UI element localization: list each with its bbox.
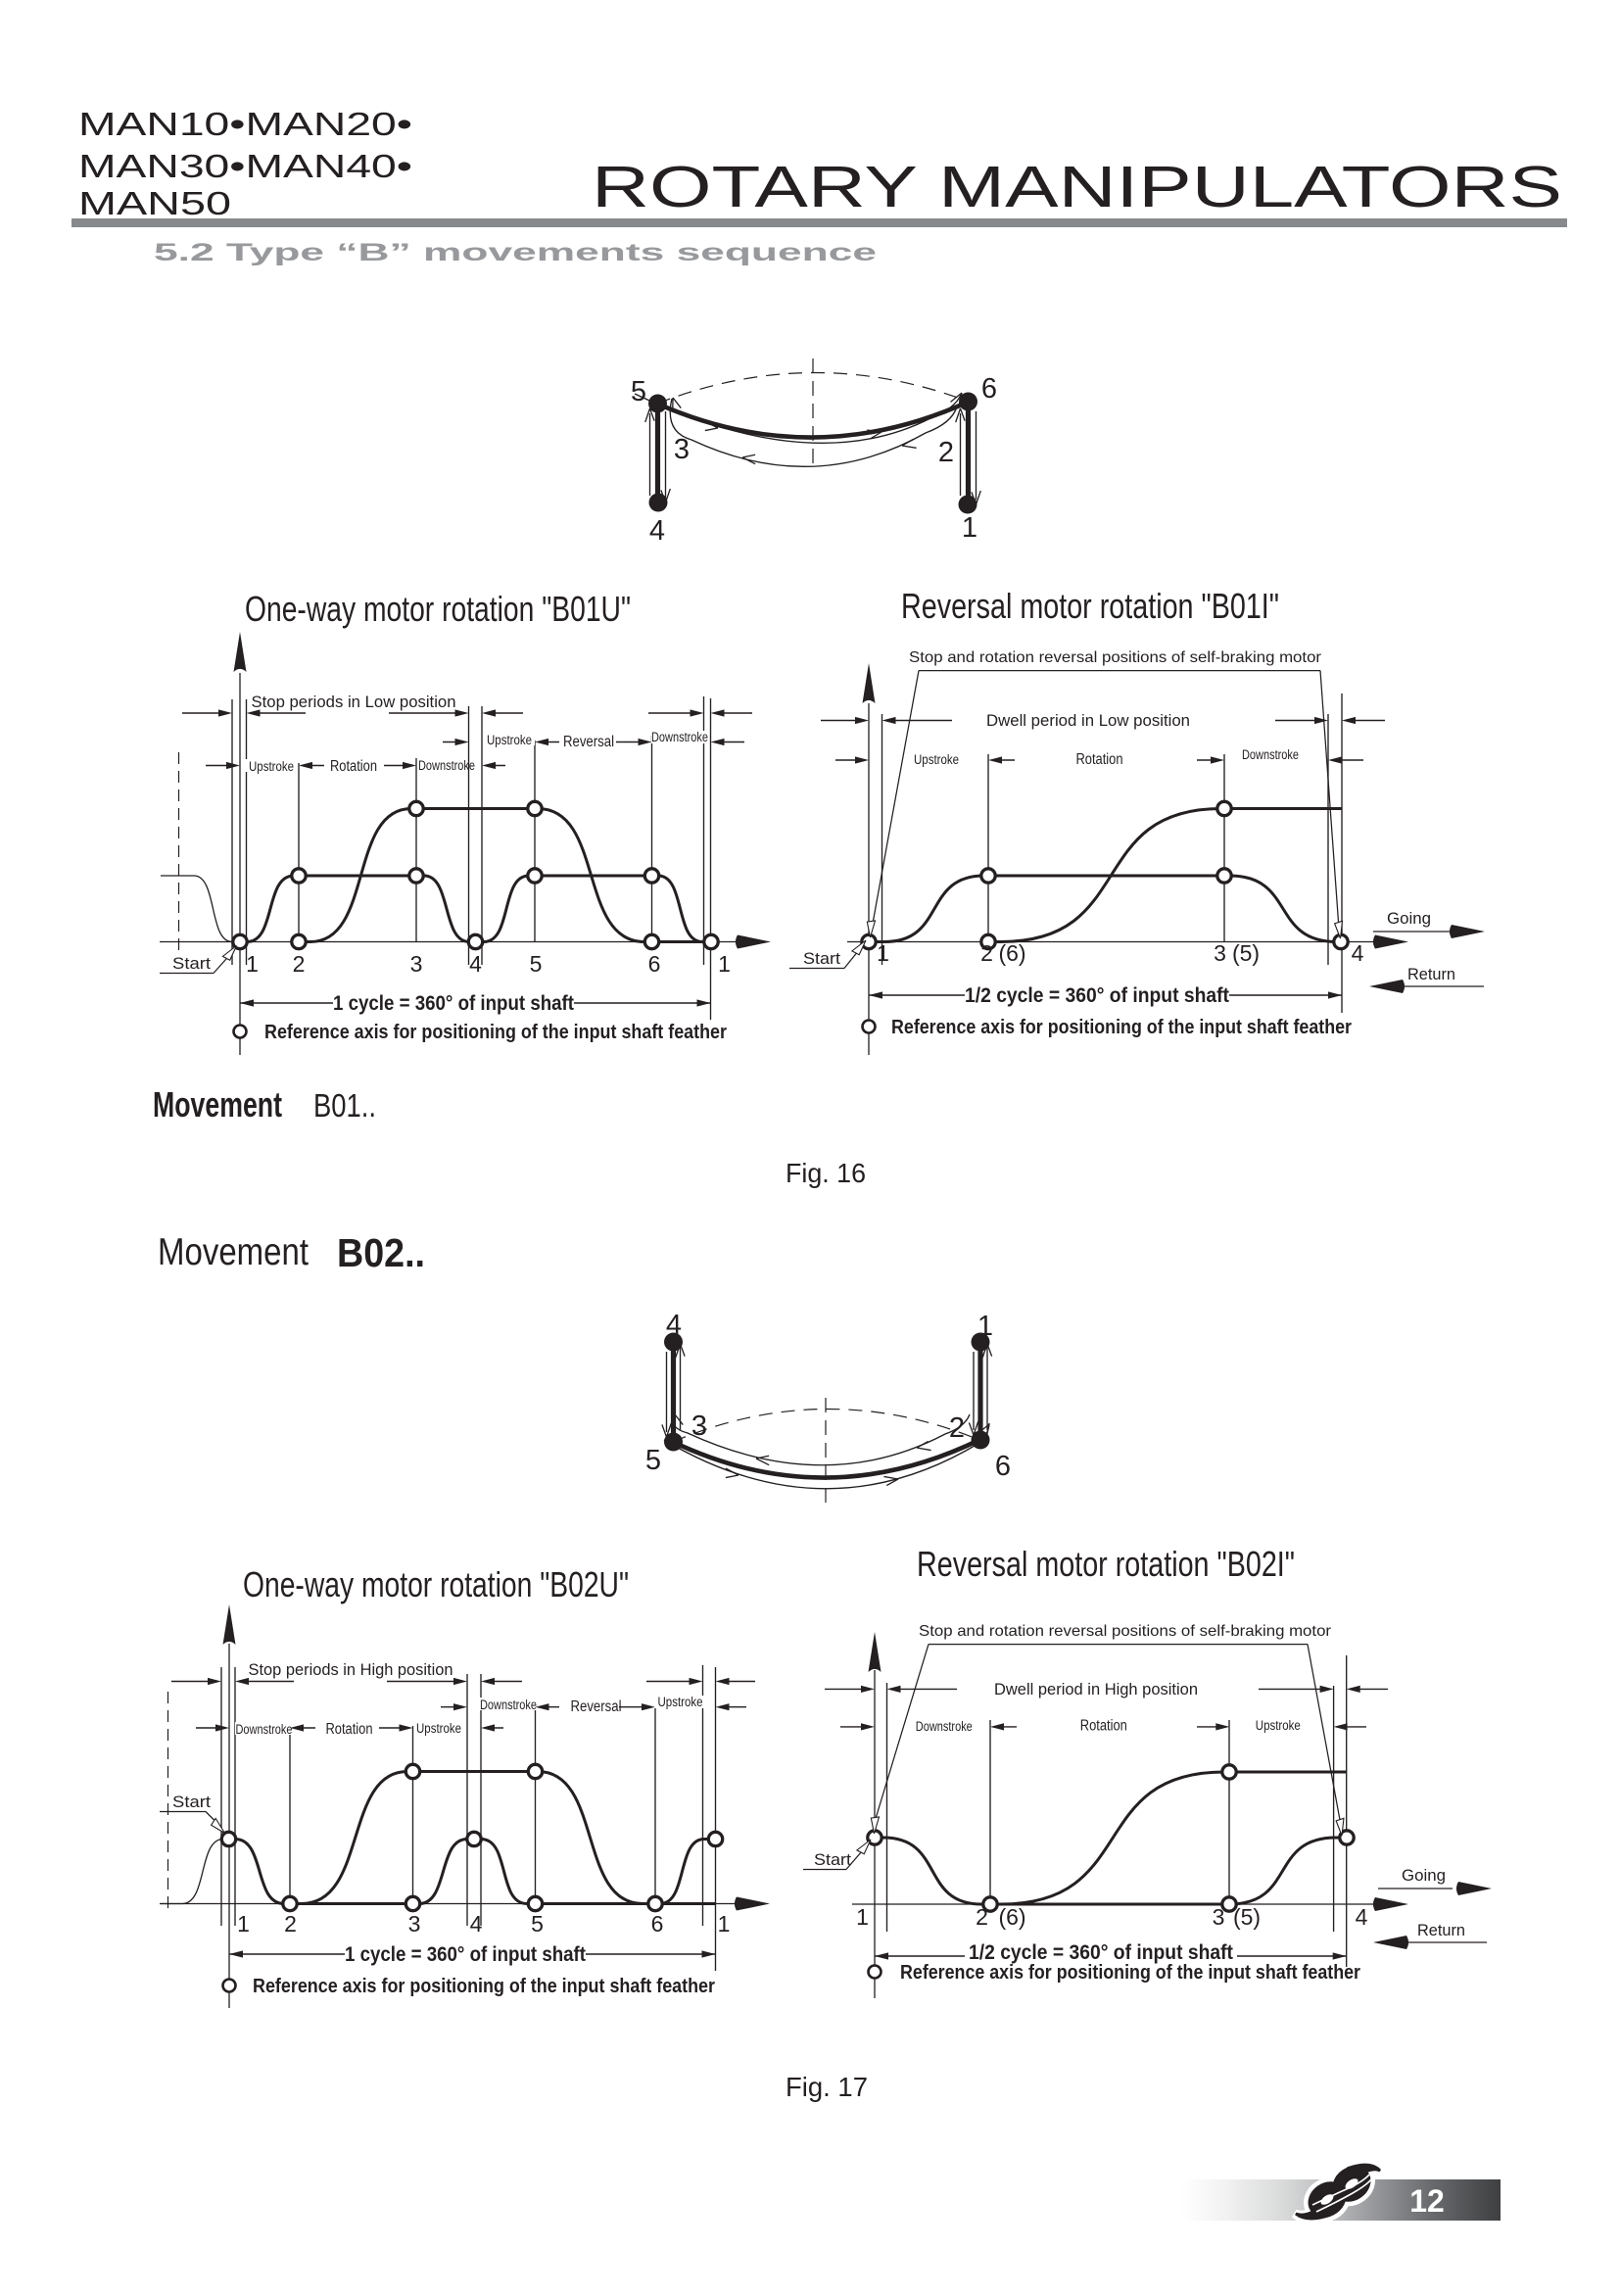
svg-text:Upstroke: Upstroke <box>487 733 532 747</box>
svg-text:B02..: B02.. <box>337 1230 425 1275</box>
svg-text:Start: Start <box>172 955 211 973</box>
svg-text:Reference axis for positioning: Reference axis for positioning of the in… <box>891 1017 1352 1038</box>
svg-text:1/2 cycle = 360° of input shaf: 1/2 cycle = 360° of input shaft <box>965 984 1229 1007</box>
svg-text:3: 3 <box>691 1411 707 1442</box>
svg-text:2: 2 <box>976 1904 988 1930</box>
svg-text:MAN10•MAN20•: MAN10•MAN20• <box>78 106 412 142</box>
svg-text:(5): (5) <box>1232 940 1260 966</box>
svg-text:4: 4 <box>1352 940 1364 966</box>
svg-text:Dwell period in High position: Dwell period in High position <box>994 1681 1198 1698</box>
svg-text:Stop and rotation reversal pos: Stop and rotation reversal positions of … <box>919 1623 1332 1640</box>
svg-text:Downstroke: Downstroke <box>651 730 708 744</box>
svg-text:12: 12 <box>1409 2183 1445 2219</box>
svg-text:Rotation: Rotation <box>330 758 377 775</box>
svg-text:5: 5 <box>531 1911 544 1937</box>
svg-text:Stop periods in Low position: Stop periods in Low position <box>252 694 456 711</box>
svg-text:Downstroke: Downstroke <box>916 1719 973 1734</box>
svg-text:Reversal: Reversal <box>563 734 614 750</box>
svg-text:4: 4 <box>1356 1904 1368 1930</box>
svg-text:1 cycle = 360° of input shaft: 1 cycle = 360° of input shaft <box>333 992 574 1015</box>
svg-text:1/2 cycle = 360° of input shaf: 1/2 cycle = 360° of input shaft <box>969 1941 1233 1964</box>
svg-text:3: 3 <box>410 951 423 977</box>
svg-text:Reference axis for positioning: Reference axis for positioning of the in… <box>253 1976 715 1997</box>
svg-text:Fig. 17: Fig. 17 <box>786 2072 868 2102</box>
svg-text:One-way motor rotation "B01U": One-way motor rotation "B01U" <box>245 589 631 629</box>
svg-text:(6): (6) <box>998 940 1025 966</box>
svg-text:Movement: Movement <box>158 1231 309 1273</box>
svg-text:6: 6 <box>651 1911 664 1937</box>
svg-text:1: 1 <box>718 951 731 977</box>
svg-text:Downstroke: Downstroke <box>418 758 475 773</box>
svg-text:One-way motor rotation "B02U": One-way motor rotation "B02U" <box>243 1564 629 1604</box>
svg-text:1: 1 <box>237 1911 250 1937</box>
svg-text:Fig. 16: Fig. 16 <box>786 1158 866 1188</box>
svg-text:Return: Return <box>1417 1921 1465 1939</box>
svg-text:5: 5 <box>631 376 646 407</box>
svg-text:3: 3 <box>1213 1904 1225 1930</box>
svg-text:5.2 Type “B” movements sequen: 5.2 Type “B” movements sequence <box>154 239 877 266</box>
svg-text:3: 3 <box>674 434 690 465</box>
svg-text:2: 2 <box>980 940 993 966</box>
svg-text:1: 1 <box>977 1311 993 1342</box>
svg-text:Reversal motor rotation "B01I: Reversal motor rotation "B01I" <box>901 586 1279 626</box>
svg-text:1 cycle = 360° of input shaft: 1 cycle = 360° of input shaft <box>345 1943 586 1966</box>
svg-text:Rotation: Rotation <box>1080 1718 1127 1735</box>
svg-text:Downstroke: Downstroke <box>1242 747 1299 762</box>
svg-text:4: 4 <box>649 515 665 547</box>
svg-text:(6): (6) <box>998 1904 1025 1930</box>
svg-text:1: 1 <box>246 951 259 977</box>
svg-text:Start: Start <box>803 950 840 968</box>
svg-text:Reference axis for positioning: Reference axis for positioning of the in… <box>900 1962 1360 1984</box>
svg-text:6: 6 <box>981 373 997 405</box>
svg-text:MAN30•MAN40•: MAN30•MAN40• <box>78 148 412 184</box>
svg-text:2: 2 <box>949 1412 965 1444</box>
svg-text:5: 5 <box>645 1445 661 1476</box>
svg-text:Upstroke: Upstroke <box>1256 1718 1301 1733</box>
svg-text:Upstroke: Upstroke <box>914 752 959 767</box>
svg-text:Reference axis for positioning: Reference axis for positioning of the in… <box>264 1022 727 1043</box>
svg-text:Rotation: Rotation <box>326 1721 373 1738</box>
svg-text:ROTARY MANIPULATORS: ROTARY MANIPULATORS <box>592 155 1562 219</box>
svg-text:B01..: B01.. <box>313 1087 376 1124</box>
svg-text:Upstroke: Upstroke <box>658 1695 703 1709</box>
svg-text:Start: Start <box>172 1794 211 1811</box>
svg-text:6: 6 <box>648 951 661 977</box>
svg-text:4: 4 <box>469 951 482 977</box>
svg-text:MAN50: MAN50 <box>78 185 231 221</box>
svg-text:Upstroke: Upstroke <box>249 759 294 774</box>
svg-text:Reversal: Reversal <box>571 1698 622 1715</box>
svg-text:2: 2 <box>293 951 306 977</box>
svg-text:Movement: Movement <box>153 1084 282 1124</box>
svg-text:Upstroke: Upstroke <box>416 1721 461 1736</box>
svg-text:1: 1 <box>856 1904 869 1930</box>
svg-text:2: 2 <box>284 1911 297 1937</box>
svg-text:Reversal motor rotation "B02I: Reversal motor rotation "B02I" <box>917 1544 1295 1584</box>
svg-text:Start: Start <box>814 1851 851 1869</box>
svg-text:1: 1 <box>718 1911 731 1937</box>
svg-text:Return: Return <box>1407 965 1455 983</box>
svg-text:Dwell period in Low position: Dwell period in Low position <box>986 712 1190 730</box>
svg-text:1: 1 <box>962 512 977 544</box>
svg-text:Stop and rotation reversal pos: Stop and rotation reversal positions of … <box>909 649 1322 666</box>
svg-text:4: 4 <box>666 1310 682 1341</box>
svg-text:5: 5 <box>530 951 543 977</box>
svg-text:3: 3 <box>408 1911 421 1937</box>
svg-text:Going: Going <box>1387 909 1431 928</box>
svg-text:Going: Going <box>1402 1866 1446 1885</box>
svg-text:(5): (5) <box>1233 1904 1261 1930</box>
svg-text:Rotation: Rotation <box>1076 751 1123 768</box>
svg-text:4: 4 <box>470 1911 483 1937</box>
svg-text:3: 3 <box>1214 940 1226 966</box>
svg-text:Downstroke: Downstroke <box>236 1722 293 1737</box>
svg-text:1: 1 <box>877 940 889 966</box>
svg-text:Downstroke: Downstroke <box>480 1698 537 1712</box>
svg-text:6: 6 <box>995 1451 1011 1482</box>
svg-text:2: 2 <box>938 437 954 468</box>
svg-text:Stop periods in High position: Stop periods in High position <box>249 1661 453 1679</box>
